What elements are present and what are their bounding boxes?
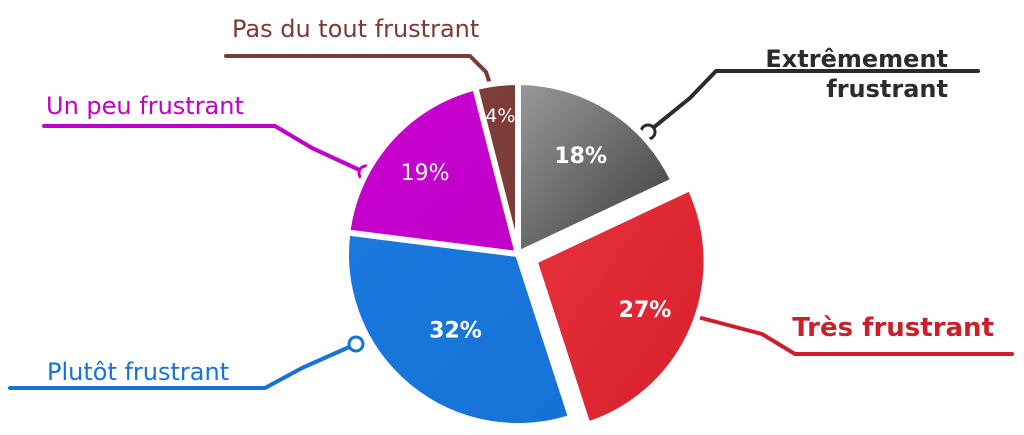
category-label-1-line-2: frustrant xyxy=(826,75,948,103)
leader-line-5 xyxy=(224,54,494,92)
percent-label-1: 18% xyxy=(554,144,607,169)
pie-slice-5 xyxy=(472,79,521,257)
leader-line-1 xyxy=(646,69,980,134)
percent-labels: 18% 27% 32% 19% 4% xyxy=(401,105,672,343)
leader-line-4 xyxy=(42,124,368,175)
percent-label-5: 4% xyxy=(485,105,515,127)
category-label-4: Un peu frustrant xyxy=(46,92,244,120)
leader-line-3 xyxy=(8,342,358,390)
percent-label-4: 19% xyxy=(401,161,450,186)
category-label-1-line-1: Extrêmement xyxy=(765,45,948,73)
category-label-2: Très frustrant xyxy=(792,313,994,343)
pie-slice-2 xyxy=(531,184,710,428)
leader-dot-3 xyxy=(347,335,365,353)
pie-slice-3 xyxy=(343,229,575,429)
category-label-3: Plutôt frustrant xyxy=(47,358,229,386)
pie-slice-1 xyxy=(515,79,677,257)
pie-slice-4 xyxy=(344,84,521,257)
percent-label-3: 32% xyxy=(429,319,482,344)
leader-line-2 xyxy=(684,312,1014,356)
percent-label-2: 27% xyxy=(619,298,672,323)
pie-slices xyxy=(343,79,710,429)
category-label-5: Pas du tout frustrant xyxy=(232,15,479,43)
